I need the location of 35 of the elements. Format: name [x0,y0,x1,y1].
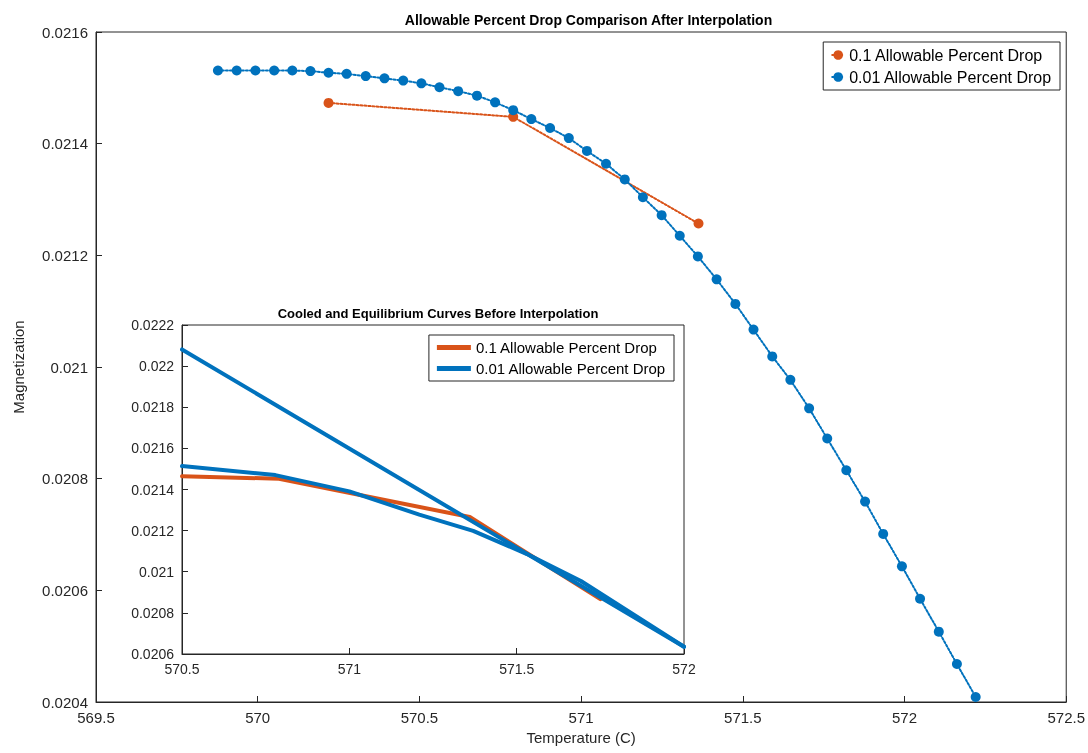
legend-label: 0.1 Allowable Percent Drop [475,339,657,356]
y-tick-label: 0.0206 [42,581,88,599]
x-tick-label: 571 [337,661,362,677]
y-tick-label: 0.0212 [131,522,175,539]
y-tick-label: 0.022 [138,358,175,375]
y-tick-label: 0.021 [50,358,88,376]
y-tick-label: 0.0212 [42,246,88,264]
y-tick-label: 0.0214 [42,135,88,153]
y-tick-label: 0.0204 [42,693,88,711]
x-tick-label: 571 [568,709,594,726]
legend-label: 0.01 Allowable Percent Drop [475,360,666,377]
x-tick-label: 571.5 [724,709,762,726]
y-tick-label: 0.0208 [131,604,175,621]
x-tick-label: 572 [892,709,918,726]
x-tick-label: 570 [245,709,271,726]
x-tick-label: 572 [672,661,696,677]
x-axis-title: Temperature (C) [526,729,636,746]
y-tick-label: 0.0216 [131,440,175,457]
x-tick-label: 571.5 [499,661,535,677]
y-axis-title: Magnetization [10,320,27,414]
y-tick-label: 0.0216 [42,23,88,41]
y-tick-label: 0.021 [138,563,175,580]
chart-title: Cooled and Equilibrium Curves Before Interpolation [277,306,599,321]
y-tick-label: 0.0208 [42,470,88,488]
y-tick-label: 0.0218 [131,399,175,416]
x-tick-label: 569.5 [77,709,115,726]
legend-label: 0.1 Allowable Percent Drop [849,46,1043,64]
x-tick-label: 570.5 [164,661,200,677]
y-tick-label: 0.0206 [131,646,175,662]
y-tick-label: 0.0222 [131,317,175,333]
x-tick-label: 570.5 [400,709,439,726]
x-tick-label: 572.5 [1047,709,1086,726]
y-tick-label: 0.0214 [131,481,175,498]
chart-title: Allowable Percent Drop Comparison After Interpolation [404,12,773,28]
legend-label: 0.01 Allowable Percent Drop [849,68,1052,86]
